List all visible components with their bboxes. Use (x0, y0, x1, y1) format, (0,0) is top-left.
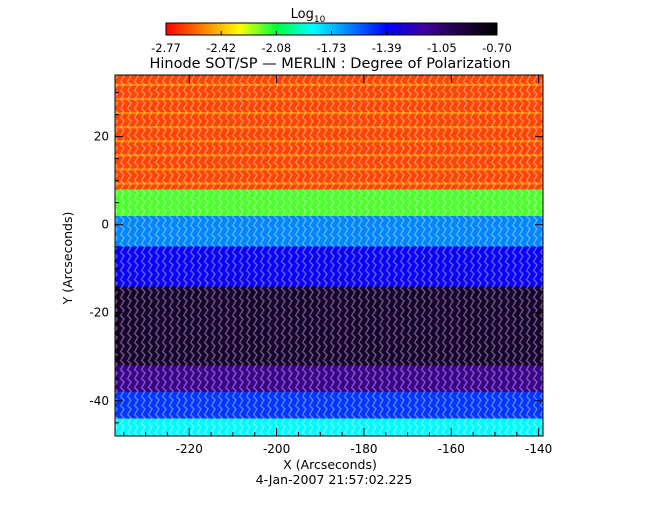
colorbar-tick-label: -2.08 (261, 41, 291, 55)
colorbar-tick-label: -0.70 (482, 41, 512, 55)
heatmap-texture (115, 75, 543, 436)
plot-area: -220 -200 -180 -160 -140 20 0 -20 -40 (89, 74, 552, 456)
x-axis: -220 -200 -180 -160 -140 (123, 75, 552, 456)
y-axis-label: Y (Arcseconds) (60, 212, 75, 306)
colorbar-tick-label: -1.05 (427, 41, 457, 55)
x-tick-label: -200 (263, 442, 290, 456)
colorbar-label: Log10 (291, 7, 326, 25)
y-tick-label: 0 (101, 218, 109, 232)
timestamp: 4-Jan-2007 21:57:02.225 (256, 472, 413, 487)
x-tick-label: -160 (438, 442, 465, 456)
colorbar-ticks: -2.77 -2.42 -2.08 -1.73 -1.39 -1.05 -0.70 (151, 31, 512, 55)
y-tick-label: 20 (94, 130, 109, 144)
y-tick-label: -40 (89, 394, 109, 408)
plot-frame (114, 74, 544, 437)
chart-title: Hinode SOT/SP — MERLIN : Degree of Polar… (149, 56, 510, 72)
y-tick-label: -20 (89, 306, 109, 320)
colorbar-tick-label: -1.73 (317, 41, 347, 55)
colorbar: Log10 -2.77 -2.42 -2.08 -1.73 -1.39 -1.05 -0.7… (151, 7, 512, 55)
x-tick-label: -140 (525, 442, 552, 456)
x-axis-label: X (Arcseconds) (283, 457, 377, 472)
colorbar-tick-label: -2.77 (151, 41, 181, 55)
colorbar-tick-label: -1.39 (372, 41, 402, 55)
x-tick-label: -180 (350, 442, 377, 456)
x-tick-label: -220 (176, 442, 203, 456)
y-axis: 20 0 -20 -40 (89, 92, 543, 424)
colorbar-tick-label: -2.42 (206, 41, 236, 55)
